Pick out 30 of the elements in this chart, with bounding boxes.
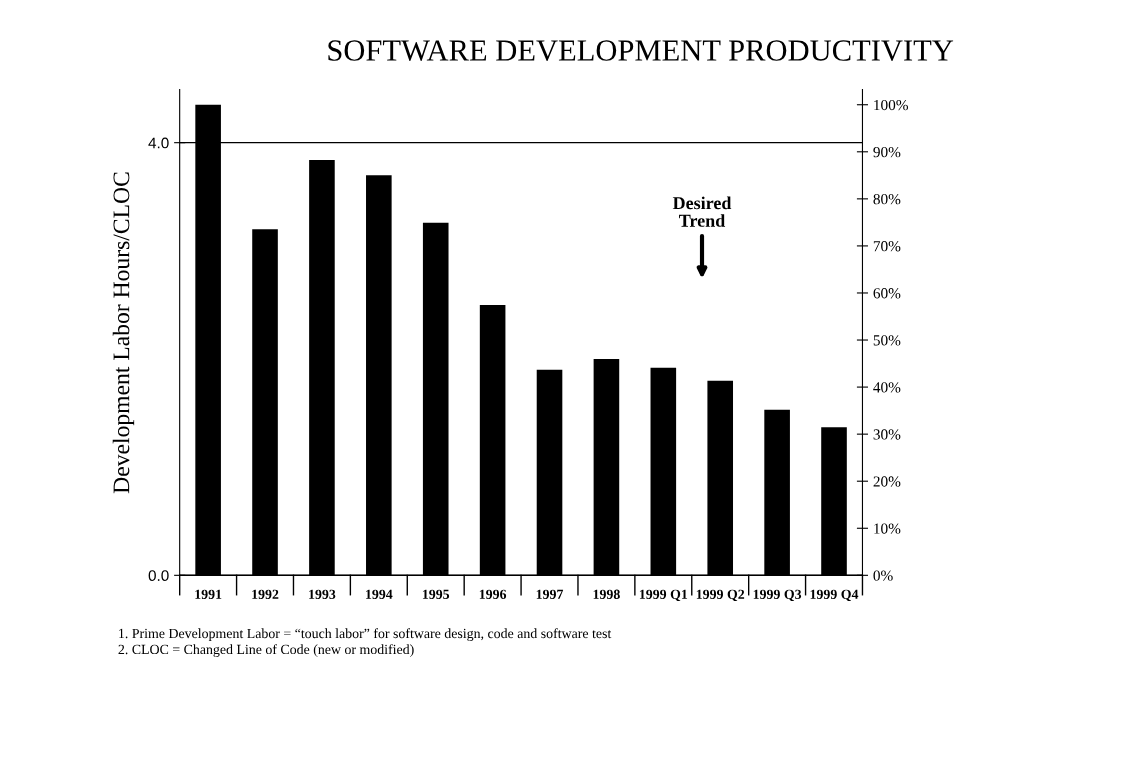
- y2-tick-label: 60%: [873, 288, 901, 299]
- x-tick-label: 1998: [593, 589, 620, 599]
- y2-tick-label: 70%: [873, 241, 901, 252]
- x-tick-label: 1994: [366, 589, 393, 599]
- text: 2. CLOC = Changed Line of Code (new or modified): [118, 644, 414, 657]
- y2-tick-label: 10%: [874, 523, 901, 534]
- y2-tick-label: 100%: [874, 99, 908, 111]
- x-tick-label: 1999 Q2: [696, 589, 745, 602]
- y2-tick-label: 20%: [873, 476, 901, 487]
- x-tick-label: 1993: [309, 589, 336, 599]
- y2-tick-label: 0%: [873, 570, 893, 581]
- chart-title: SOFTWARE DEVELOPMENT PRODUCTIVITY: [328, 40, 954, 62]
- y-tick-label: 0.0: [148, 570, 169, 582]
- x-tick-label: 1996: [479, 589, 507, 599]
- y-tick-label: 4.0: [148, 137, 169, 149]
- annotation: Desired Trend: [672, 196, 732, 227]
- text: 1. Prime Development Labor = “touch labor” for software design, code and software test: [119, 628, 612, 641]
- y2-tick-label: 30%: [873, 429, 901, 440]
- y2-tick-label: 40%: [873, 382, 901, 393]
- x-tick-label: 1999 Q4: [810, 589, 859, 602]
- x-tick-label: 1992: [252, 589, 279, 599]
- x-tick-label: 1995: [422, 589, 450, 599]
- y2-tick-label: 90%: [873, 146, 901, 158]
- y2-tick-label: 50%: [873, 335, 901, 346]
- x-tick-label: 1991: [195, 589, 222, 599]
- x-tick-label: 1999 Q1: [639, 589, 688, 602]
- y-axis-title: Development Labor Hours/CLOC: [112, 172, 135, 494]
- x-tick-label: 1999 Q3: [753, 589, 802, 602]
- x-tick-label: 1997: [536, 589, 564, 599]
- y2-tick-label: 80%: [873, 194, 901, 205]
